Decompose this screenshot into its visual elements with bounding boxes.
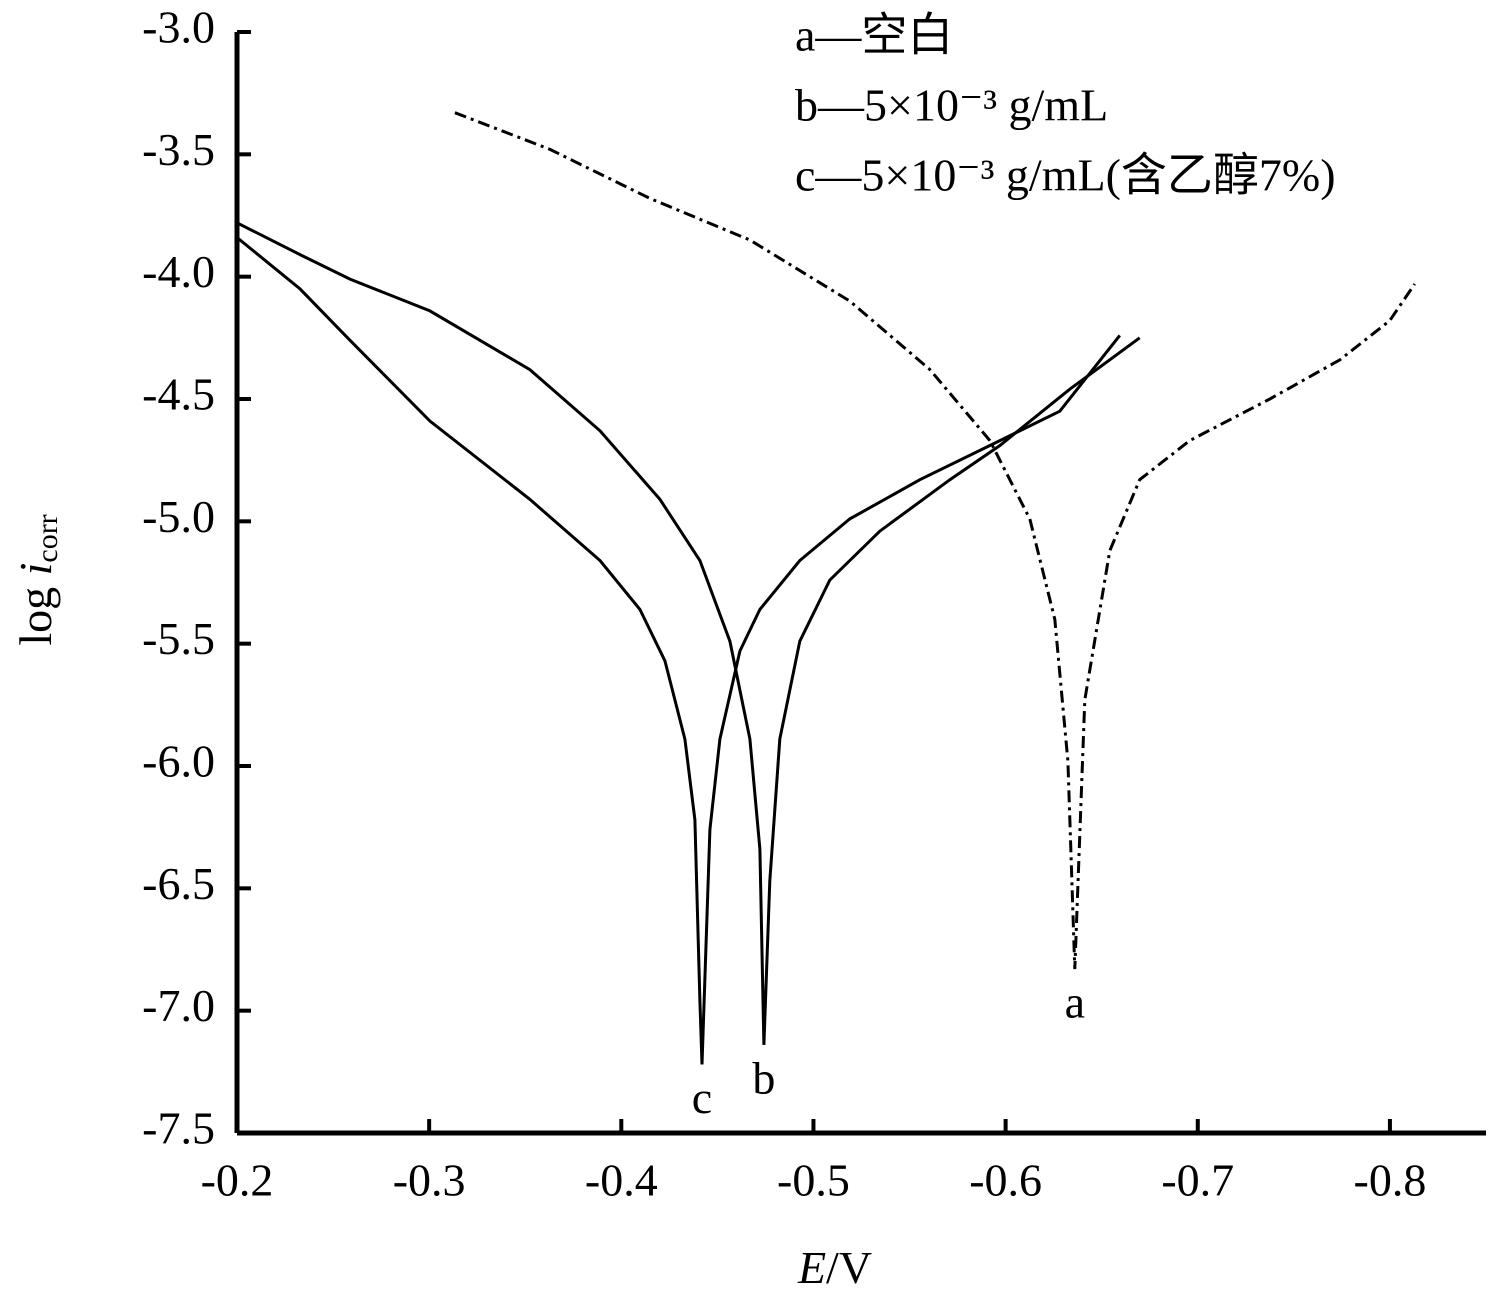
curve-label: a: [1065, 977, 1085, 1028]
y-tick-label: -6.5: [142, 858, 215, 909]
x-axis-label: E/V: [797, 1242, 872, 1293]
legend-entry: b—5×10⁻³ g/mL: [795, 80, 1108, 131]
y-tick-label: -7.0: [142, 980, 215, 1031]
y-tick-label: -6.0: [142, 736, 215, 787]
x-tick-label: -0.3: [393, 1155, 466, 1206]
legend-entry: a—空白: [795, 10, 953, 61]
y-tick-label: -3.5: [142, 124, 215, 175]
y-label-log: log: [10, 575, 61, 645]
y-axis-label: log icorr: [10, 514, 64, 645]
y-tick-label: -4.0: [142, 246, 215, 297]
x-tick-label: -0.5: [777, 1155, 850, 1206]
series-line: [236, 221, 1141, 1045]
series-line: [454, 111, 1416, 970]
x-label-var: E: [797, 1242, 826, 1293]
y-label-sub: corr: [31, 514, 64, 562]
curve-label: b: [752, 1052, 775, 1103]
y-tick-label: -5.0: [142, 491, 215, 542]
x-tick-label: -0.6: [969, 1155, 1042, 1206]
x-tick-label: -0.7: [1161, 1155, 1234, 1206]
y-label-var: i: [10, 563, 61, 576]
series-line: [236, 236, 1121, 1065]
x-label-unit: /V: [826, 1242, 872, 1293]
x-tick-label: -0.4: [585, 1155, 658, 1206]
y-tick-label: -5.5: [142, 613, 215, 664]
curve-label: c: [692, 1072, 712, 1123]
legend-entry: c—5×10⁻³ g/mL(含乙醇7%): [795, 150, 1336, 201]
x-tick-label: -0.2: [201, 1155, 274, 1206]
y-tick-label: -4.5: [142, 369, 215, 420]
y-tick-label: -3.0: [142, 2, 215, 53]
y-tick-label: -7.5: [142, 1103, 215, 1154]
x-tick-label: -0.8: [1354, 1155, 1427, 1206]
